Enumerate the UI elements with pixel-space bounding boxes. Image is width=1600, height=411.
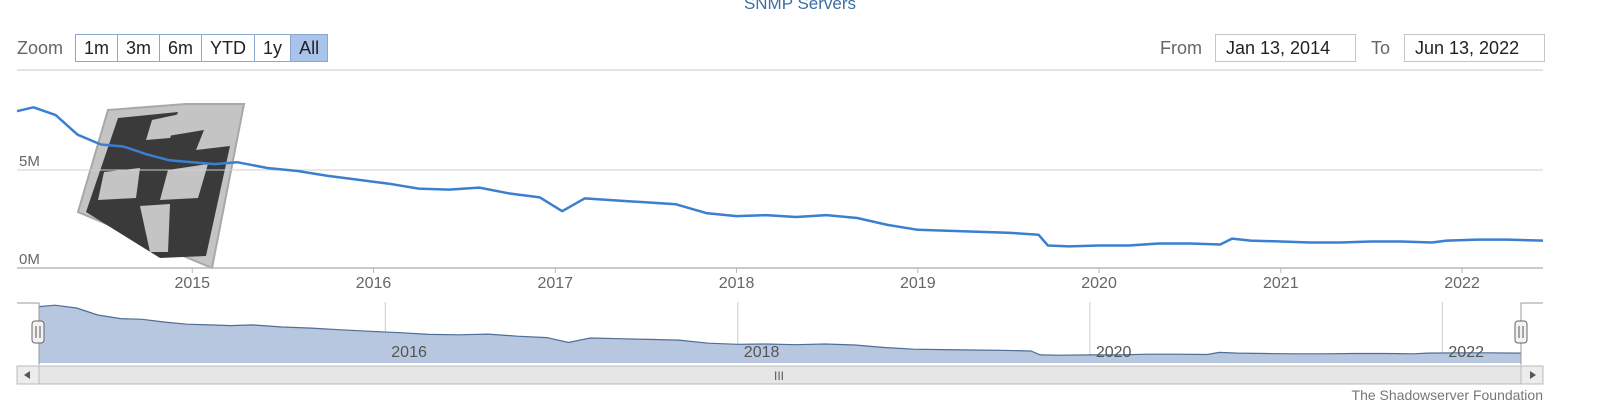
- navigator-year-label: 2016: [391, 344, 427, 361]
- x-tick-label: 2020: [1081, 275, 1117, 292]
- zoom-1m-button[interactable]: 1m: [76, 35, 119, 61]
- x-tick-label: 2019: [900, 275, 936, 292]
- zoom-3m-button[interactable]: 3m: [118, 35, 161, 61]
- x-axis-labels: 2015 2016 2017 2018 2019 2020 2021 2022: [174, 268, 1480, 292]
- navigator-right-handle[interactable]: [1514, 320, 1528, 344]
- scrollbar-grip: III: [774, 369, 784, 383]
- zoom-6m-button[interactable]: 6m: [160, 35, 203, 61]
- chart-title: SNMP Servers: [743, 0, 857, 13]
- to-date-input[interactable]: Jun 13, 2022: [1404, 34, 1545, 62]
- zoom-1y-button[interactable]: 1y: [255, 35, 292, 61]
- scroll-left-arrow-icon: [24, 371, 30, 379]
- navigator-year-label: 2022: [1448, 344, 1484, 361]
- from-label: From: [1160, 38, 1202, 58]
- y-tick-label: 0M: [19, 251, 40, 268]
- x-tick-label: 2022: [1444, 275, 1480, 292]
- shadowserver-logo: [76, 103, 246, 270]
- zoom-button-group: 1m 3m 6m YTD 1y All: [75, 34, 329, 62]
- zoom-all-button[interactable]: All: [291, 35, 328, 61]
- y-axis-labels: 0M 5M: [19, 153, 40, 268]
- navigator[interactable]: 2016 2018 2020 2022: [17, 302, 1543, 365]
- credits-text: The Shadowserver Foundation: [1351, 387, 1543, 403]
- navigator-line: [38, 304, 1522, 356]
- x-tick-label: 2015: [174, 275, 210, 292]
- x-tick-label: 2017: [537, 275, 573, 292]
- navigator-area: [39, 305, 1521, 363]
- from-date-input[interactable]: Jan 13, 2014: [1215, 34, 1356, 62]
- scroll-right-arrow-icon: [1530, 371, 1536, 379]
- y-axis-grid: [17, 169, 1543, 269]
- zoom-label: Zoom: [17, 38, 64, 58]
- x-tick-label: 2016: [356, 275, 392, 292]
- navigator-year-label: 2018: [744, 344, 780, 361]
- scrollbar-left-arrow-button[interactable]: [16, 365, 40, 385]
- scrollbar[interactable]: [16, 365, 1544, 385]
- snmp-servers-series-line: [16, 106, 1544, 248]
- x-tick-label: 2018: [719, 275, 755, 292]
- scrollbar-right-arrow-button[interactable]: [1520, 365, 1544, 385]
- navigator-left-outline: [17, 302, 40, 365]
- navigator-year-labels: 2016 2018 2020 2022: [391, 344, 1484, 361]
- to-label: To: [1371, 38, 1391, 58]
- x-tick-label: 2021: [1263, 275, 1299, 292]
- zoom-ytd-button[interactable]: YTD: [202, 35, 256, 61]
- y-tick-label: 5M: [19, 153, 40, 170]
- navigator-right-outline: [1520, 302, 1543, 365]
- navigator-left-handle[interactable]: [31, 320, 45, 344]
- navigator-year-label: 2020: [1096, 344, 1132, 361]
